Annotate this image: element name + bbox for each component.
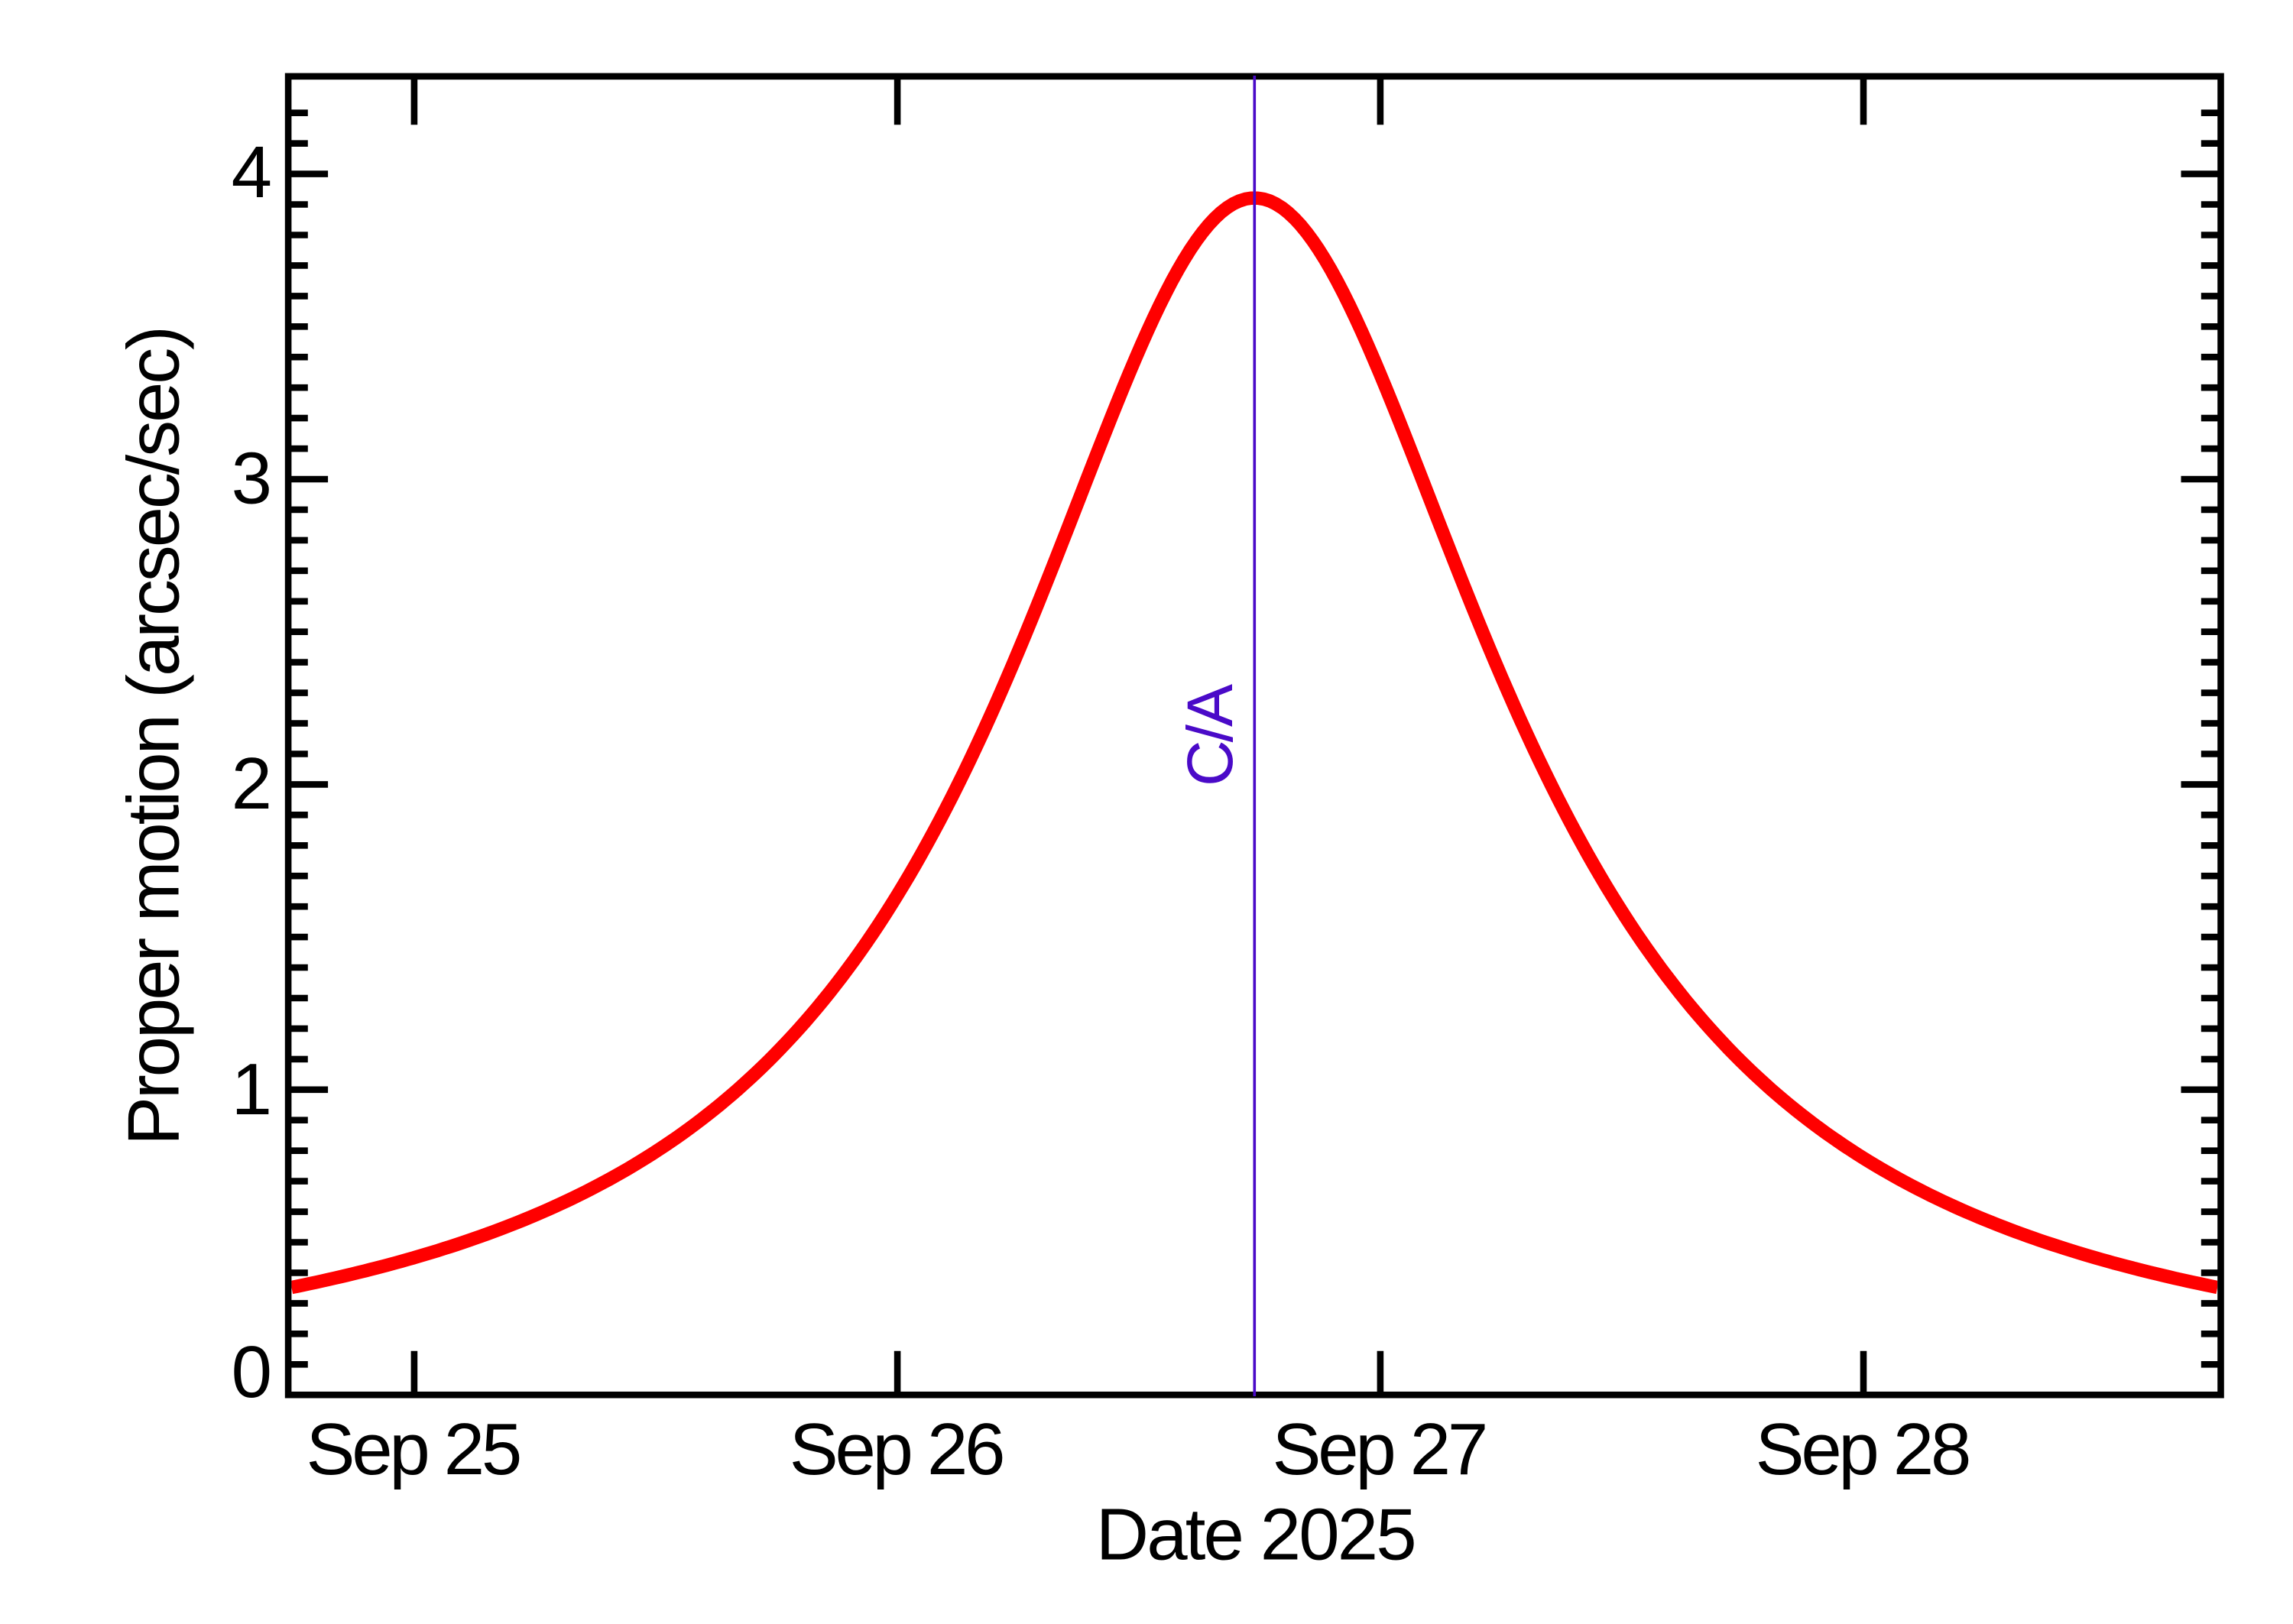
svg-text:C/A: C/A	[1174, 684, 1246, 786]
svg-text:Date 2025: Date 2025	[1096, 1494, 1417, 1576]
svg-text:Sep 28: Sep 28	[1756, 1408, 1972, 1490]
svg-text:3: 3	[232, 438, 272, 520]
svg-text:Sep 26: Sep 26	[790, 1408, 1006, 1490]
svg-text:Sep 27: Sep 27	[1273, 1408, 1489, 1490]
svg-text:Sep 25: Sep 25	[306, 1408, 523, 1490]
svg-text:4: 4	[232, 131, 272, 213]
svg-text:1: 1	[232, 1049, 272, 1130]
svg-text:Proper motion (arcsec/sec): Proper motion (arcsec/sec)	[113, 326, 195, 1146]
svg-text:0: 0	[232, 1331, 272, 1413]
svg-text:2: 2	[232, 743, 272, 825]
